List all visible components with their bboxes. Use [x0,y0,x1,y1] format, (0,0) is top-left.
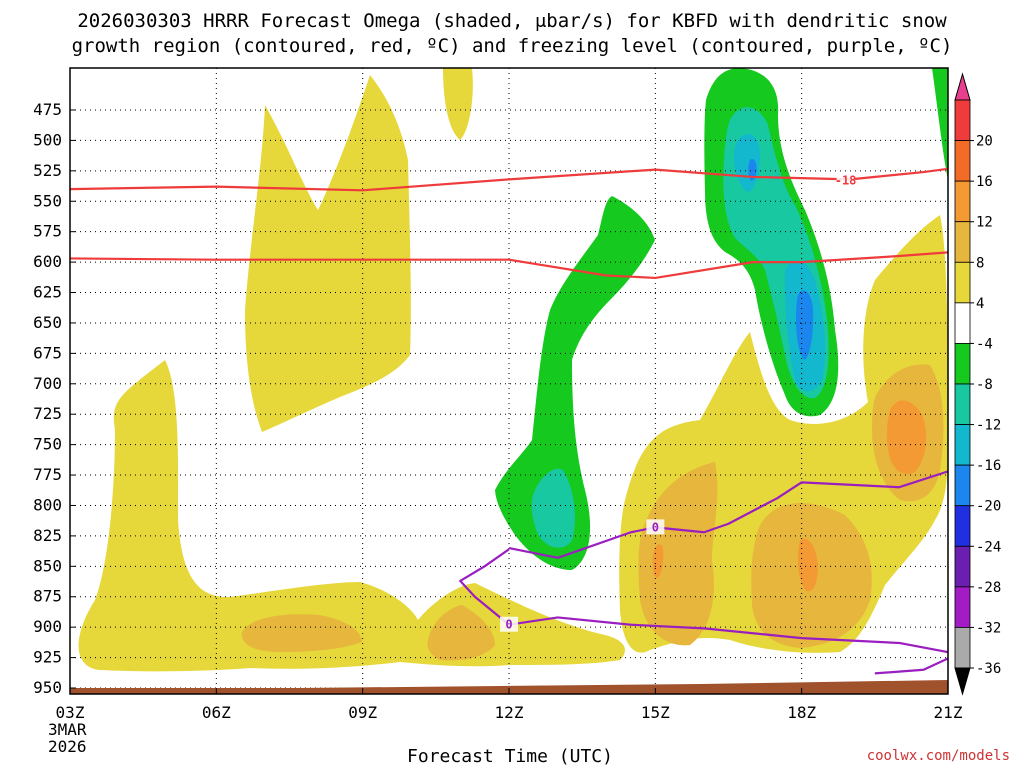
y-tick-label: 575 [33,222,62,241]
colorbar-label: 4 [976,296,984,312]
contour-line [70,167,948,192]
colorbar-box [954,99,971,141]
colorbar: 20 16 12 8 4 -4 -8 -12 -16 -20 -24 -28 -32 -36 [954,72,1001,696]
shaded-field [78,68,948,672]
y-tick-label: 700 [33,374,62,393]
colorbar-label: -20 [976,499,1001,515]
omega-shade-neg16 [748,159,814,360]
y-tick-label: 850 [33,556,62,575]
contour-line [459,548,948,675]
contour-label-bg [500,616,518,632]
date-label-month: 3MAR [48,720,87,739]
colorbar-box [954,424,971,466]
colorbar-label: -12 [976,418,1001,434]
x-tick-label: 12Z [495,703,524,722]
colorbar-label: -28 [976,580,1001,596]
x-tick-label: 06Z [202,703,231,722]
credit-text: coolwx.com/models [867,748,1010,764]
y-tick-label: 750 [33,435,62,454]
colorbar-box [954,261,971,304]
contour-label: -18 [835,174,857,188]
y-tick-label: 825 [33,526,62,545]
contour-line [508,470,948,559]
colorbar-box [954,545,971,588]
contour-label-bg [836,172,855,188]
colorbar-box [954,627,971,669]
x-axis: 03Z 06Z 09Z 12Z 15Z 18Z 21Z [56,688,963,722]
colorbar-label: 12 [976,215,993,231]
colorbar-label: -32 [976,620,1001,636]
colorbar-label: -36 [976,661,1001,677]
contour-label: 0 [505,618,512,632]
colorbar-label: -24 [976,539,1001,555]
omega-shade-12 [652,400,927,592]
colorbar-box [954,505,971,547]
x-tick-label: 15Z [641,703,670,722]
y-tick-label: 600 [33,252,62,271]
colorbar-box [954,302,971,344]
contours: -18 0 0 [70,167,948,675]
x-tick-label: 21Z [934,703,963,722]
y-tick-label: 475 [33,100,62,119]
x-tick-label: 09Z [348,703,377,722]
y-tick-label: 950 [33,678,62,697]
colorbar-box [954,586,971,628]
chart-title-line-1: 2026030303 HRRR Forecast Omega (shaded, … [77,10,947,32]
colorbar-box [954,343,971,385]
y-tick-label: 500 [33,130,62,149]
y-tick-label: 725 [33,404,62,423]
x-tick-label: 03Z [56,703,85,722]
colorbar-label: -4 [976,336,993,352]
colorbar-box [954,464,971,507]
terrain-ground [70,680,948,694]
colorbar-label: 20 [976,134,993,150]
y-tick-label: 550 [33,191,62,210]
chart-title-line-2: growth region (contoured, red, ºC) and f… [72,35,953,57]
date-label-year: 2026 [48,737,87,756]
colorbar-label: -16 [976,458,1001,474]
colorbar-bottom-arrow [954,667,971,696]
y-tick-label: 625 [33,283,62,302]
contour-label-bg [646,519,665,535]
colorbar-label: 16 [976,174,993,190]
y-tick-label: 800 [33,495,62,514]
y-tick-label: 875 [33,587,62,606]
colorbar-label: -8 [976,377,993,393]
colorbar-box [954,383,971,425]
colorbar-label: 8 [976,255,984,271]
contour-line [70,251,948,280]
y-tick-label: 675 [33,343,62,362]
y-tick-label: 525 [33,161,62,180]
colorbar-top-arrow [954,72,971,101]
y-tick-label: 775 [33,465,62,484]
y-axis: 475 500 525 550 575 600 625 650 675 700 725 750 775 8… [33,100,76,697]
x-axis-title: Forecast Time (UTC) [407,746,613,767]
colorbar-box [954,140,971,182]
colorbar-box [954,180,971,223]
y-tick-label: 900 [33,617,62,636]
colorbar-box [954,221,971,263]
x-tick-label: 18Z [787,703,816,722]
y-tick-label: 650 [33,313,62,332]
y-tick-label: 925 [33,648,62,667]
contour-label: 0 [652,520,659,534]
